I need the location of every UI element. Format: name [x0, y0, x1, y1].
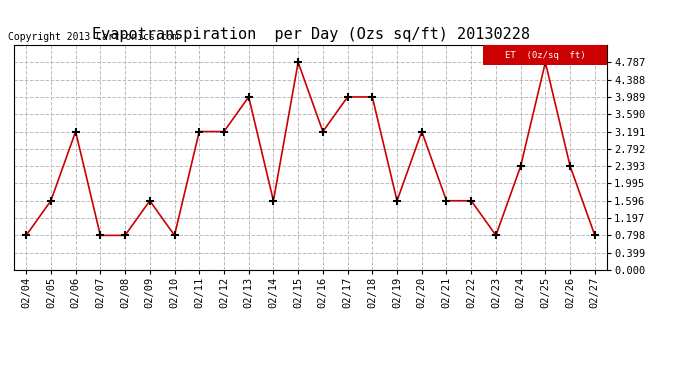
Text: Copyright 2013 Cartronics.com: Copyright 2013 Cartronics.com	[8, 32, 178, 42]
Title: Evapotranspiration  per Day (Ozs sq/ft) 20130228: Evapotranspiration per Day (Ozs sq/ft) 2…	[92, 27, 529, 42]
